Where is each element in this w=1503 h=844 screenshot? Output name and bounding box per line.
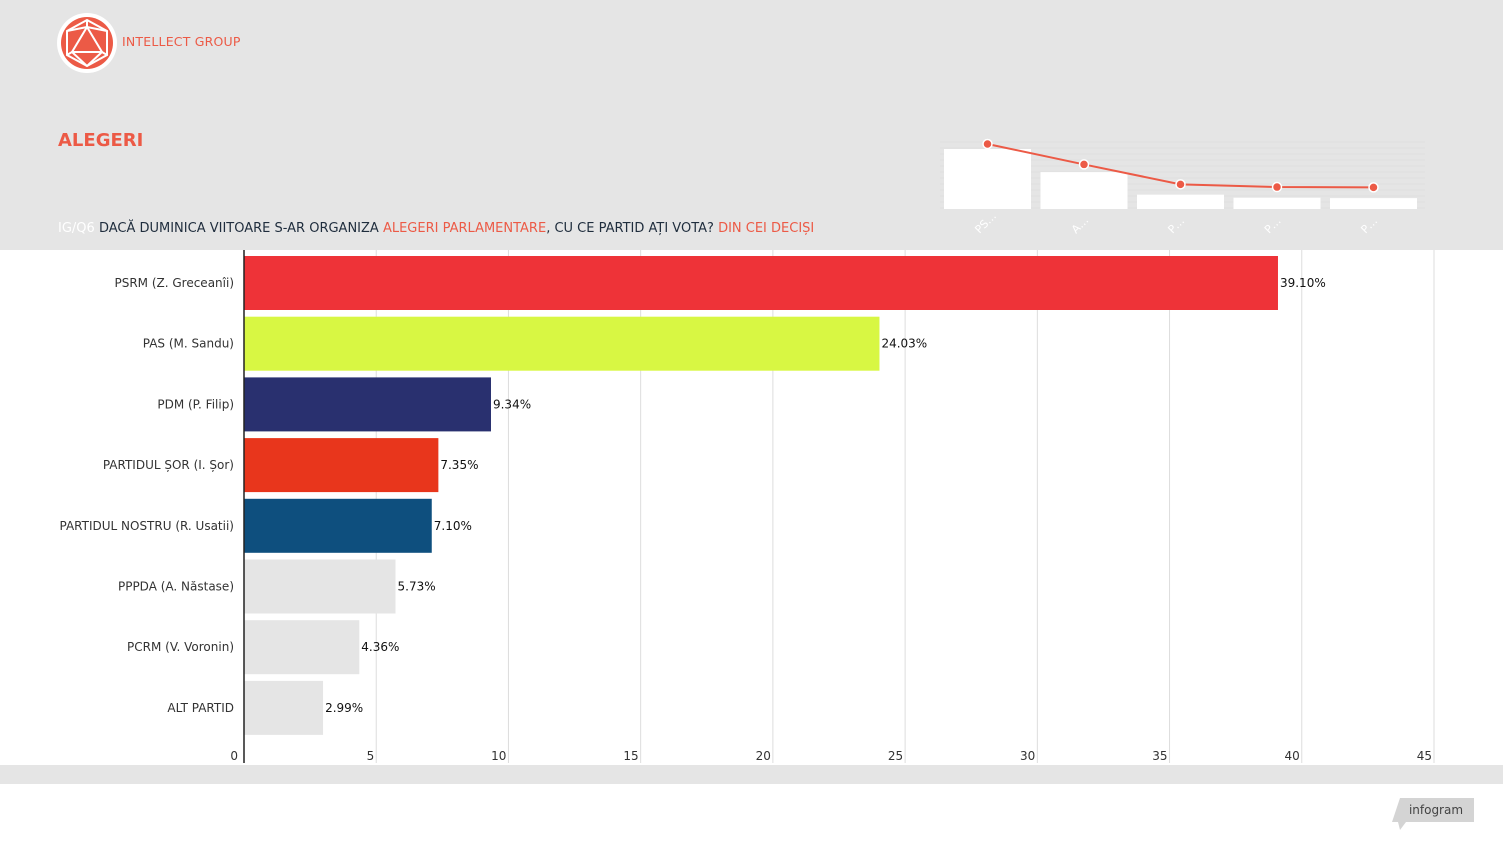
mini-point — [1078, 159, 1090, 170]
mini-x-label: P… — [1262, 214, 1284, 236]
category-label: PCRM (V. Voronin) — [127, 640, 234, 654]
mini-bar — [1330, 198, 1417, 209]
value-label: 9.34% — [493, 397, 531, 411]
subtitle-text-1: DACĂ DUMINICA VIITOARE S-AR ORGANIZA — [98, 221, 383, 236]
mini-x-label: PS… — [972, 210, 999, 237]
bar[interactable] — [244, 256, 1278, 310]
mini-x-label: P… — [1358, 214, 1380, 236]
bar[interactable] — [244, 559, 396, 614]
x-tick-label: 15 — [623, 749, 638, 763]
bar[interactable] — [244, 620, 360, 675]
bar[interactable] — [244, 438, 439, 493]
x-tick-label: 0 — [230, 749, 238, 763]
value-label: 7.10% — [434, 519, 472, 533]
x-tick-label: 10 — [491, 749, 506, 763]
mini-point — [982, 138, 993, 150]
value-label: 2.99% — [325, 701, 363, 715]
category-label: PARTIDUL NOSTRU (R. Usatii) — [59, 519, 234, 533]
mini-point — [1271, 181, 1283, 193]
category-label: PAS (M. Sandu) — [143, 337, 234, 351]
mini-preview-chart[interactable]: PS… A… P… P… P… — [940, 130, 1430, 248]
x-tick-label: 35 — [1152, 749, 1167, 763]
mini-bar — [1233, 197, 1321, 209]
subtitle-text-2: , CU CE PARTID AȚI VOTA? — [546, 221, 719, 236]
category-label: PPPDA (A. Năstase) — [118, 580, 234, 594]
value-label: 24.03% — [881, 337, 927, 351]
category-label: PARTIDUL ȘOR (I. Șor) — [103, 458, 234, 472]
category-label: PDM (P. Filip) — [157, 397, 234, 411]
value-label: 7.35% — [440, 458, 478, 472]
footer-band — [0, 765, 1503, 784]
mini-bar — [1040, 172, 1128, 209]
mini-x-label: A… — [1069, 214, 1091, 236]
mini-x-label: P… — [1165, 214, 1187, 236]
bar[interactable] — [244, 680, 324, 735]
page-title: ALEGERI — [58, 130, 144, 151]
mini-point — [1368, 182, 1379, 193]
question-code: IG/Q6 — [58, 221, 95, 236]
x-tick-label: 30 — [1020, 749, 1035, 763]
mini-bar — [944, 149, 1031, 209]
x-tick-label: 20 — [756, 749, 771, 763]
bar[interactable] — [244, 377, 491, 432]
brand-name: INTELLECT GROUP — [122, 34, 241, 49]
category-label: PSRM (Z. Greceanîi) — [114, 276, 234, 290]
mini-point — [1175, 179, 1186, 190]
subtitle-highlight-1: ALEGERI PARLAMENTARE — [382, 221, 547, 236]
x-tick-label: 5 — [367, 749, 375, 763]
x-tick-label: 25 — [888, 749, 903, 763]
chart-subtitle: IG/Q6 DACĂ DUMINICA VIITOARE S-AR ORGANI… — [58, 221, 814, 236]
main-bar-chart: 0 5 10 15 20 25 30 35 40 45 PSRM (Z. Greceanîi) 39.… — [59, 250, 1435, 763]
mini-bar — [1137, 194, 1224, 209]
x-tick-label: 40 — [1284, 749, 1299, 763]
value-label: 5.73% — [398, 580, 436, 594]
bar[interactable] — [244, 316, 880, 371]
bar[interactable] — [244, 498, 432, 553]
subtitle-highlight-2: DIN CEI DECIȘI — [718, 221, 815, 236]
x-tick-label: 45 — [1417, 749, 1432, 763]
value-label: 4.36% — [361, 640, 399, 654]
intellect-group-logo — [57, 13, 117, 73]
value-label: 39.10% — [1280, 276, 1326, 290]
infogram-badge[interactable]: infogram — [1392, 798, 1474, 830]
category-label: ALT PARTID — [167, 701, 234, 715]
infogram-label: infogram — [1409, 803, 1463, 817]
